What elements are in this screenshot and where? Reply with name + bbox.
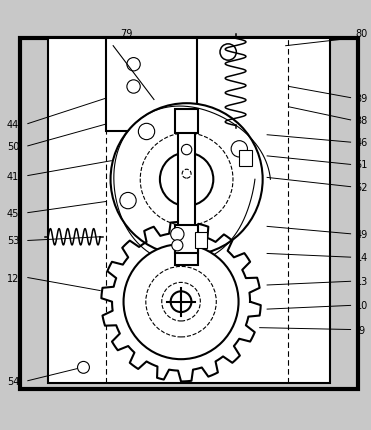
Bar bbox=[175, 110, 198, 134]
Circle shape bbox=[171, 228, 184, 241]
Text: 53: 53 bbox=[7, 236, 19, 246]
Bar bbox=[239, 150, 252, 167]
Bar bbox=[175, 225, 198, 253]
Text: 45: 45 bbox=[7, 208, 19, 218]
Text: 12: 12 bbox=[7, 273, 19, 283]
Circle shape bbox=[78, 362, 89, 373]
Circle shape bbox=[160, 153, 213, 206]
Text: 10: 10 bbox=[355, 301, 368, 310]
Polygon shape bbox=[101, 222, 261, 381]
Bar bbox=[48, 39, 330, 384]
Text: 39: 39 bbox=[355, 93, 368, 103]
Circle shape bbox=[111, 104, 263, 256]
Bar bbox=[195, 233, 207, 248]
Circle shape bbox=[172, 240, 183, 251]
Circle shape bbox=[231, 141, 247, 158]
Text: 41: 41 bbox=[7, 171, 19, 181]
Circle shape bbox=[138, 124, 155, 140]
Text: 80: 80 bbox=[355, 29, 368, 40]
Text: 54: 54 bbox=[7, 376, 19, 386]
Text: 14: 14 bbox=[355, 252, 368, 263]
Bar bbox=[175, 242, 198, 265]
Circle shape bbox=[124, 245, 239, 359]
Text: 49: 49 bbox=[355, 229, 368, 239]
Text: 13: 13 bbox=[355, 276, 368, 287]
Circle shape bbox=[120, 193, 136, 209]
Text: 38: 38 bbox=[355, 116, 368, 126]
Text: 44: 44 bbox=[7, 120, 19, 129]
Text: 50: 50 bbox=[7, 141, 19, 151]
Circle shape bbox=[171, 292, 191, 312]
Text: 46: 46 bbox=[355, 138, 368, 148]
Bar bbox=[106, 39, 197, 132]
Text: 9: 9 bbox=[359, 325, 365, 335]
Bar bbox=[178, 132, 195, 245]
Text: 79: 79 bbox=[120, 29, 132, 40]
Text: 51: 51 bbox=[355, 160, 368, 170]
Text: 52: 52 bbox=[355, 182, 368, 192]
